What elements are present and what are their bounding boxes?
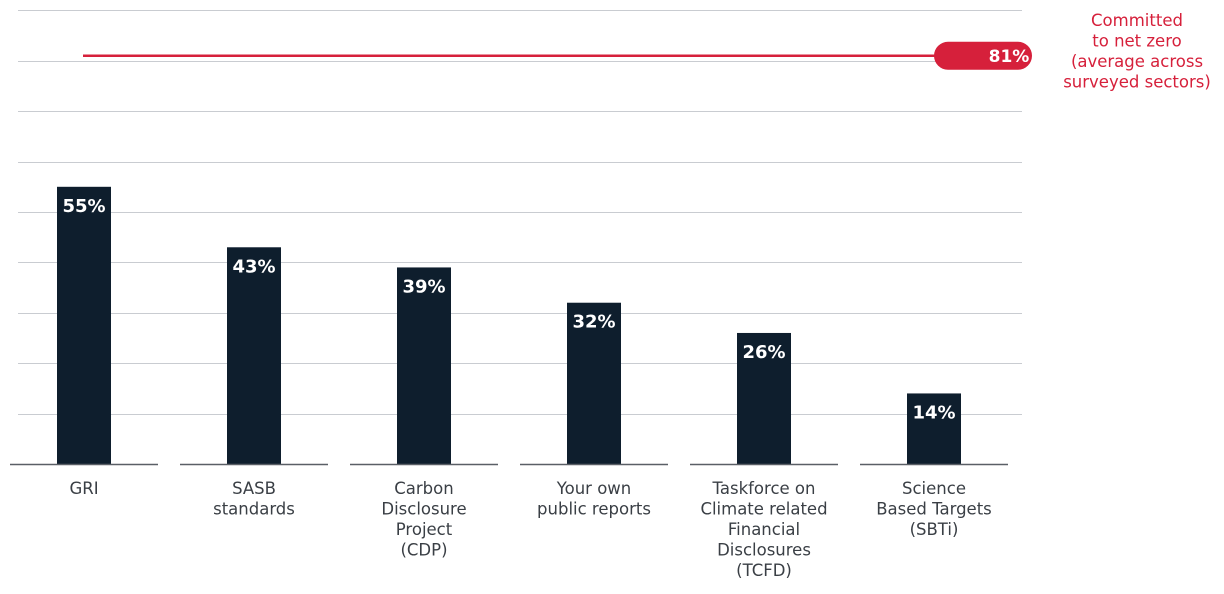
bar-3 xyxy=(397,267,451,464)
category-labels: GRI SASB standards Carbon Disclosure Project (… xyxy=(69,479,991,580)
reference-caption: Committed to net zero (average across surve… xyxy=(1063,11,1211,92)
reference-value-pill xyxy=(934,41,1032,70)
reference-caption-line: (average across xyxy=(1071,52,1203,71)
category-label: Carbon Disclosure Project (CDP) xyxy=(381,479,466,560)
category-label-line: Based Targets xyxy=(876,500,992,519)
category-label: GRI xyxy=(69,479,98,498)
category-label-line: Carbon xyxy=(394,479,453,498)
category-label-line: Project xyxy=(396,520,453,539)
category-label-line: Climate related xyxy=(700,500,827,519)
category-label: SASB standards xyxy=(213,479,295,519)
reference-caption-line: surveyed sectors) xyxy=(1063,73,1211,92)
category-label-line: (SBTi) xyxy=(910,520,959,539)
bar-value-label: 43% xyxy=(232,256,275,277)
bars: 55% 43% 39% 32% 26% 14% xyxy=(57,186,961,465)
bar-value-label: 14% xyxy=(912,402,955,423)
category-label-line: standards xyxy=(213,500,295,519)
category-label-line: Your own xyxy=(556,479,632,498)
category-label: Science Based Targets (SBTi) xyxy=(876,479,992,539)
gridlines xyxy=(18,10,1022,415)
bar-1 xyxy=(57,186,111,465)
category-label-line: public reports xyxy=(537,500,651,519)
category-label-line: (TCFD) xyxy=(736,561,792,580)
bar-4 xyxy=(567,302,621,464)
bar-5 xyxy=(737,332,791,464)
category-label-line: Taskforce on xyxy=(712,479,816,498)
reference-value-label: 81% xyxy=(989,47,1030,67)
category-label-line: Disclosures xyxy=(717,541,811,560)
category-label-line: GRI xyxy=(69,479,98,498)
reference-caption-line: Committed xyxy=(1091,11,1183,30)
net-zero-reference: 81% Committed to net zero (average across su… xyxy=(83,11,1211,92)
category-label: Your own public reports xyxy=(537,479,651,519)
bar-value-label: 26% xyxy=(742,342,785,363)
category-label: Taskforce on Climate related Financial Disc… xyxy=(700,479,827,580)
category-label-line: Disclosure xyxy=(381,500,466,519)
category-label-line: Science xyxy=(902,479,966,498)
bar-2 xyxy=(227,247,281,464)
reference-caption-line: to net zero xyxy=(1092,32,1181,51)
bar-value-label: 39% xyxy=(402,276,445,297)
category-label-line: Financial xyxy=(728,520,800,539)
bar-value-label: 32% xyxy=(572,312,615,333)
bar-6 xyxy=(907,393,961,464)
category-label-line: SASB xyxy=(232,479,276,498)
category-label-line: (CDP) xyxy=(400,541,447,560)
bar-value-label: 55% xyxy=(62,196,105,217)
